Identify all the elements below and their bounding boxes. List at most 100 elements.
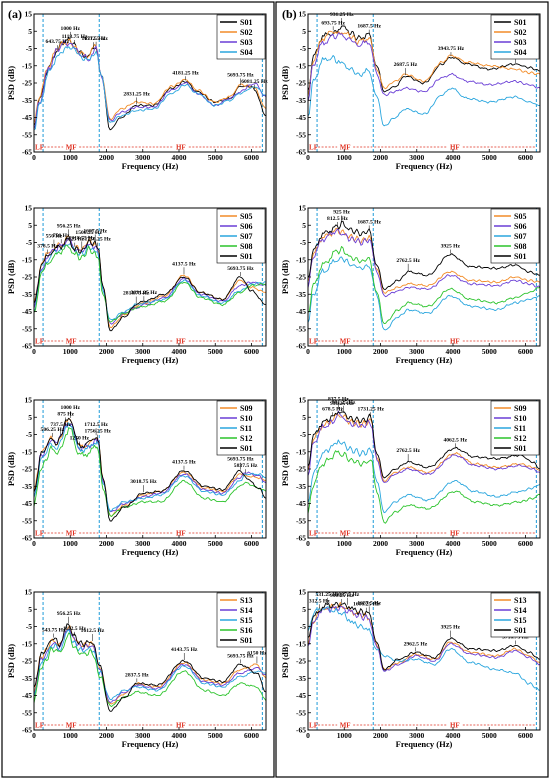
band-label-lf: LF [309, 144, 318, 152]
annotation-label: 1687.5 Hz [357, 24, 381, 30]
x-tick-label: 4000 [446, 731, 461, 740]
annotation-label: 1125 Hz [65, 237, 85, 243]
x-tick-label: 1000 [63, 153, 78, 162]
legend-entry-s02: S02 [240, 28, 252, 37]
annotation-label: 3925 Hz [441, 625, 461, 631]
annotation-label: 6081.25 Hz [241, 79, 268, 85]
annotation-label: 4137.5 Hz [172, 261, 196, 267]
band-label-lf: LF [35, 530, 44, 538]
x-tick-label: 2000 [373, 731, 388, 740]
y-axis-label: PSD (dB) [6, 452, 16, 486]
y-tick-label: -65 [22, 534, 32, 543]
y-tick-label: -5 [26, 238, 32, 247]
annotation-label: 1687.5 Hz [357, 600, 381, 606]
x-tick-label: 5000 [208, 539, 223, 548]
legend-entry-s05: S05 [514, 212, 526, 221]
band-label-mf: MF [340, 144, 351, 152]
series-line-s03 [308, 32, 540, 102]
x-tick-label: 6000 [244, 539, 259, 548]
legend-entry-s01: S01 [240, 444, 252, 453]
legend-entry-s10: S10 [514, 414, 526, 423]
annotation-label: 550 Hz [46, 234, 63, 240]
annotation-label: 531.25 Hz [315, 592, 339, 598]
legend-entry-s07: S07 [240, 232, 252, 241]
y-tick-label: -55 [296, 516, 306, 525]
y-tick-label: -5 [26, 622, 32, 631]
annotation-label: 3031.25 Hz [131, 290, 158, 296]
legend-entry-s05: S05 [240, 212, 252, 221]
legend-entry-s13: S13 [240, 596, 252, 605]
series-line-s12 [34, 427, 266, 517]
y-tick-label: -25 [22, 657, 32, 666]
band-label-lf: LF [35, 338, 44, 346]
x-tick-label: 2000 [99, 539, 114, 548]
x-tick-label: 4000 [446, 153, 461, 162]
y-axis-label: PSD (dB) [6, 260, 16, 294]
legend-entry-s01: S01 [514, 444, 526, 453]
series-line-s15 [34, 629, 266, 701]
annotation-label: 1612.5 Hz [81, 628, 105, 634]
x-axis-label: Frequency (Hz) [396, 161, 453, 171]
y-tick-label: -45 [296, 307, 306, 316]
series-line-s14 [34, 628, 266, 703]
legend-entry-s12: S12 [514, 434, 526, 443]
x-axis-label: Frequency (Hz) [122, 739, 179, 749]
y-tick-label: -45 [296, 113, 306, 122]
band-label-mf: MF [340, 722, 351, 730]
legend-entry-s01: S01 [514, 18, 526, 27]
series-group [308, 25, 540, 127]
x-tick-label: 0 [306, 731, 310, 740]
series-line-s08 [34, 244, 266, 323]
legend-entry-s11: S11 [240, 424, 252, 433]
series-line-s01 [34, 417, 266, 522]
annotation-label: 750 Hz [53, 233, 70, 239]
annotation-label: 5837.5 Hz [234, 463, 258, 469]
series-line-s04 [34, 46, 266, 131]
band-label-hf: HF [450, 338, 460, 346]
annotation-label: 1731.25 Hz [358, 406, 385, 412]
annotation-label: 3943.75 Hz [438, 46, 465, 52]
band-label-hf: HF [176, 144, 186, 152]
band-label-mf: MF [340, 338, 351, 346]
x-tick-label: 0 [306, 347, 310, 356]
x-tick-label: 4000 [172, 731, 187, 740]
x-tick-label: 0 [32, 153, 36, 162]
legend-entry-s15: S15 [514, 616, 526, 625]
x-tick-label: 1000 [63, 539, 78, 548]
series-line-s15 [308, 606, 540, 691]
annotation-label: 1756.25 Hz [84, 429, 111, 435]
x-tick-label: 6000 [518, 731, 533, 740]
legend-entry-s02: S02 [514, 28, 526, 37]
series-line-s01 [308, 411, 540, 479]
band-label-lf: LF [35, 722, 44, 730]
y-tick-label: -5 [300, 238, 306, 247]
legend-entry-s09: S09 [514, 404, 526, 413]
x-tick-label: 5000 [208, 731, 223, 740]
y-tick-label: -15 [296, 639, 306, 648]
series-line-s07 [308, 256, 540, 331]
series-line-s10 [308, 410, 540, 483]
y-tick-label: -45 [22, 499, 32, 508]
x-tick-label: 3000 [409, 539, 424, 548]
legend-entry-s01: S01 [240, 636, 252, 645]
annotation-label: 1112.5 Hz [63, 626, 87, 632]
series-line-s12 [308, 450, 540, 524]
annotation-label: 956.25 Hz [57, 223, 81, 229]
annotation-label: 2962.5 Hz [404, 641, 428, 647]
y-tick-label: -15 [22, 255, 32, 264]
annotation-label: 1712.5 Hz [84, 422, 108, 428]
series-group [34, 417, 266, 522]
annotation-label: 5693.75 Hz [227, 653, 254, 659]
x-tick-label: 1000 [337, 539, 352, 548]
annotation-label: 1756.25 Hz [84, 237, 111, 243]
y-tick-label: -65 [296, 726, 306, 735]
y-tick-label: -55 [296, 708, 306, 717]
band-label-mf: MF [340, 530, 351, 538]
legend-entry-s04: S04 [514, 48, 526, 57]
y-tick-label: 5 [28, 221, 32, 230]
band-label-lf: LF [35, 144, 44, 152]
